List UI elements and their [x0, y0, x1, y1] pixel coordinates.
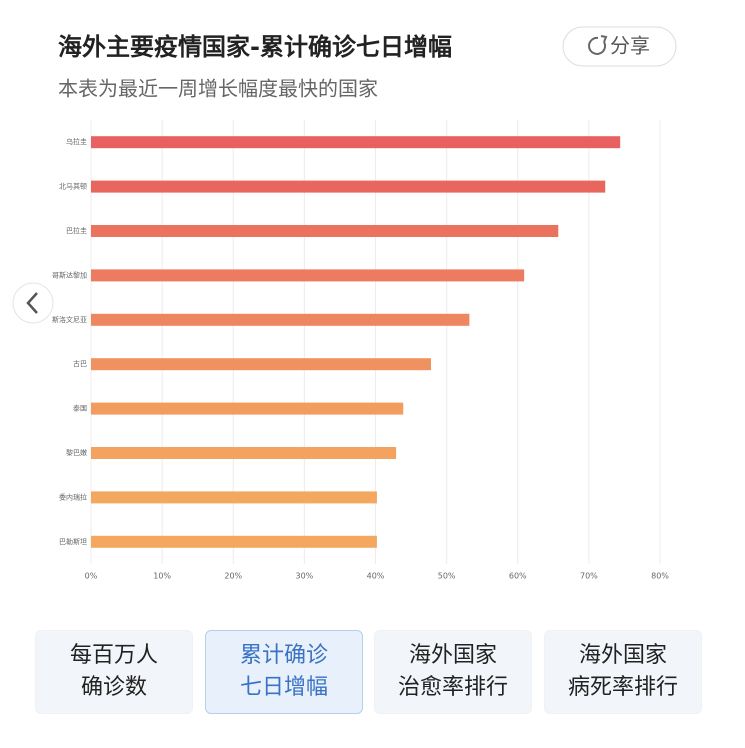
prev-button-bg[interactable]	[12, 282, 54, 324]
tab[interactable]: 累计确诊 七日增幅	[205, 630, 363, 714]
bar	[91, 313, 470, 326]
share-icon	[588, 36, 607, 55]
bar	[91, 358, 431, 371]
tab[interactable]: 每百万人 确诊数	[35, 630, 193, 714]
bar	[91, 535, 377, 548]
y-tick-label: 哥斯达黎加	[52, 270, 87, 279]
x-tick-label: 50%	[438, 572, 456, 581]
tab-label[interactable]: 累计确诊	[239, 643, 328, 668]
bar	[91, 269, 525, 282]
x-tick-label: 80%	[651, 572, 669, 581]
x-tick-label: 0%	[85, 572, 98, 581]
tab-label[interactable]: 海外国家	[578, 643, 667, 668]
tab-label[interactable]: 七日增幅	[239, 675, 328, 700]
y-tick-label: 黎巴嫩	[66, 448, 87, 457]
y-tick-label: 巴拉圭	[66, 226, 87, 235]
bar	[91, 225, 559, 237]
y-tick-label: 委内瑞拉	[59, 492, 87, 501]
chart: 海外主要疫情国家-累计确诊七日增幅 本表为最近一周增长幅度最快的国家 分享 0%…	[12, 26, 677, 581]
x-tick-label: 60%	[509, 572, 527, 581]
tab-label[interactable]: 每百万人	[69, 643, 158, 668]
tab[interactable]: 海外国家 病死率排行	[544, 630, 702, 714]
x-tick-label: 10%	[153, 572, 171, 581]
y-tick-label: 乌拉圭	[66, 137, 87, 146]
share-button[interactable]: 分享	[562, 26, 677, 67]
tab-label[interactable]: 病死率排行	[567, 675, 678, 700]
y-tick-label: 古巴	[73, 359, 87, 368]
tab[interactable]: 海外国家 治愈率排行	[374, 630, 532, 714]
x-tick-label: 40%	[367, 572, 385, 581]
x-tick-label: 70%	[580, 572, 598, 581]
share-icon-arrow	[600, 35, 608, 43]
bar	[91, 491, 377, 504]
chart-subtitle: 本表为最近一周增长幅度最快的国家	[58, 77, 378, 101]
bar	[91, 402, 404, 415]
x-tick-label: 20%	[224, 572, 242, 581]
tab-label[interactable]: 确诊数	[80, 675, 147, 700]
prev-icon	[26, 292, 38, 314]
y-tick-label: 斯洛文尼亚	[52, 315, 87, 324]
y-tick-label: 泰国	[73, 404, 87, 413]
x-tick-label: 30%	[295, 572, 313, 581]
bar	[91, 136, 621, 149]
share-button-bg[interactable]	[562, 26, 677, 67]
tab-label[interactable]: 治愈率排行	[397, 675, 508, 700]
y-tick-label: 北马其顿	[59, 182, 87, 191]
tab-label[interactable]: 海外国家	[408, 643, 497, 668]
y-tick-label: 巴勒斯坦	[59, 537, 87, 546]
share-label[interactable]: 分享	[610, 34, 650, 58]
bar	[91, 180, 606, 193]
bar	[91, 447, 397, 459]
chart-title: 海外主要疫情国家-累计确诊七日增幅	[58, 33, 452, 61]
prev-button[interactable]	[12, 282, 54, 324]
